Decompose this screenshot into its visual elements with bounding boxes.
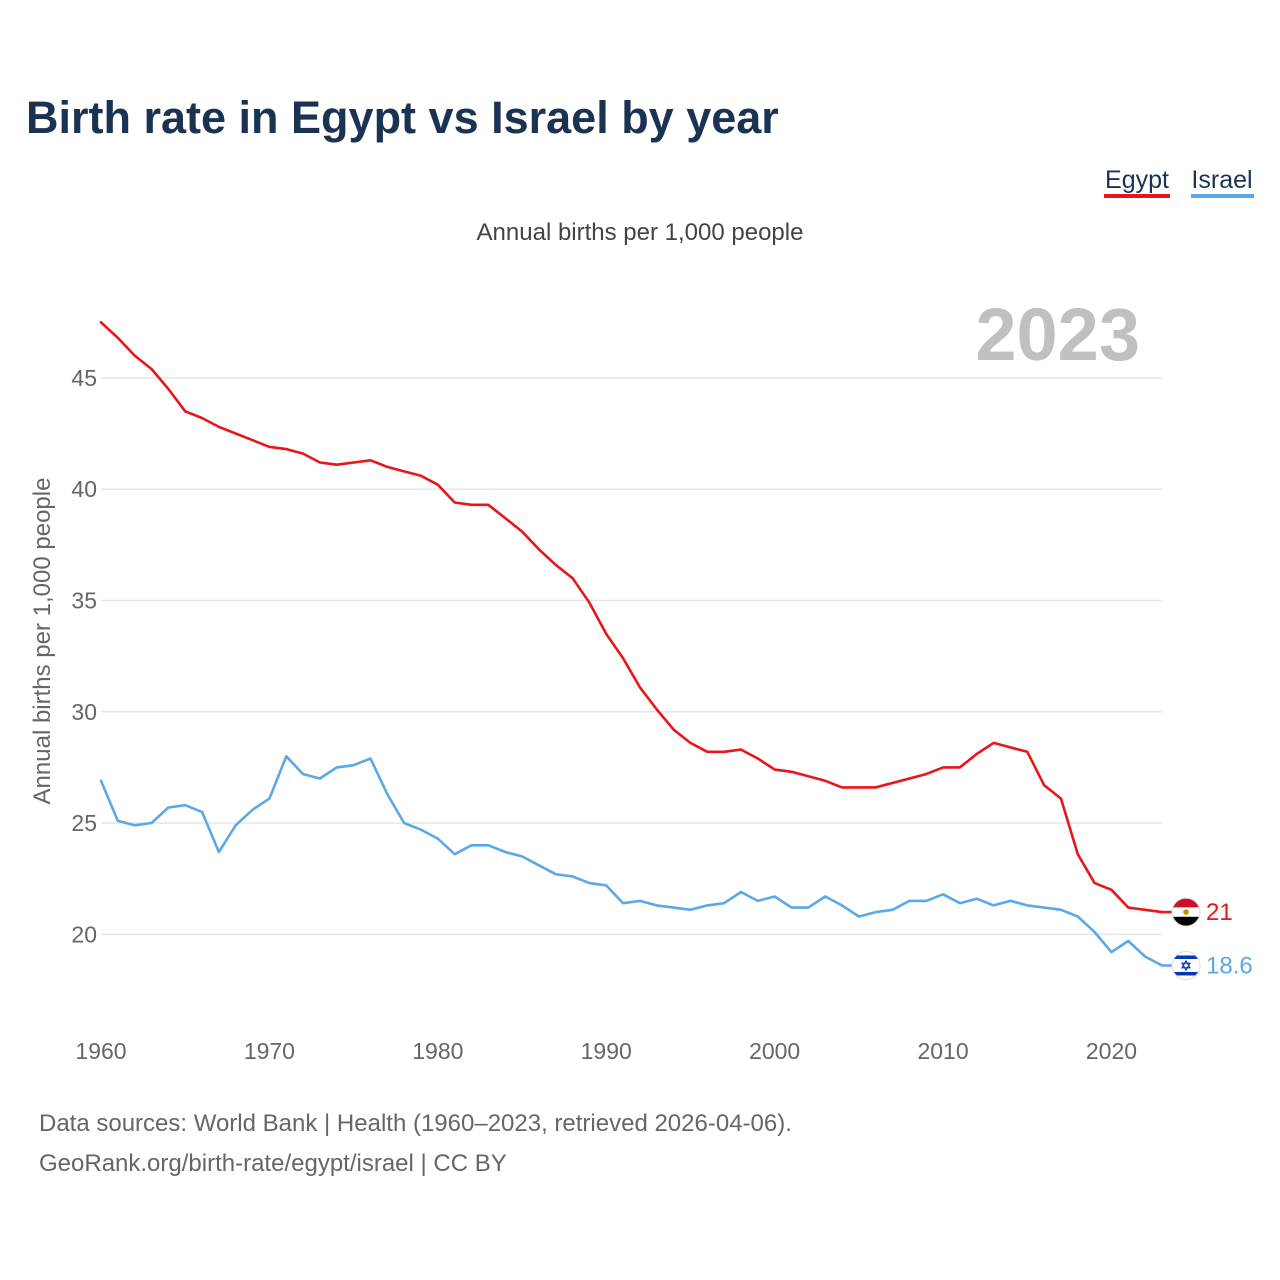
footer-url[interactable]: GeoRank.org/birth-rate/egypt/israel | CC… [39,1150,507,1177]
footer-source: Data sources: World Bank | Health (1960–… [39,1110,792,1137]
y-tick-label: 20 [71,921,97,947]
series-line-israel[interactable] [99,754,1164,967]
x-tick-label: 1960 [75,1038,126,1064]
legend-swatch-israel [1191,194,1254,198]
y-tick-labels: 20 25 30 35 40 45 [71,365,97,947]
series-line-egypt[interactable] [99,320,1164,914]
x-tick-label: 2020 [1086,1038,1137,1064]
legend-item-egypt[interactable]: Egypt [1104,166,1170,198]
x-tick-label: 2010 [917,1038,968,1064]
y-tick-label: 30 [71,699,97,725]
legend-label-egypt: Egypt [1105,166,1169,194]
chart-title: Birth rate in Egypt vs Israel by year [26,92,779,143]
x-tick-label: 1990 [581,1038,632,1064]
flag-egypt-icon [1171,897,1201,927]
x-tick-label: 2000 [749,1038,800,1064]
flag-israel-icon [1171,950,1201,980]
legend-label-israel: Israel [1191,166,1252,194]
y-tick-label: 35 [71,587,97,613]
series [99,320,1164,967]
y-tick-label: 25 [71,810,97,836]
x-tick-label: 1980 [412,1038,463,1064]
x-tick-labels: 1960 1970 1980 1990 2000 2010 2020 [75,1038,1137,1064]
y-tick-label: 45 [71,365,97,391]
gridlines [101,377,1162,936]
end-markers: 21 18.6 [1162,897,1253,980]
year-watermark: 2023 [975,293,1140,376]
y-tick-label: 40 [71,476,97,502]
end-value-label-israel: 18.6 [1206,952,1253,979]
chart-subtitle: Annual births per 1,000 people [477,219,804,246]
legend: Egypt Israel [1104,166,1254,198]
legend-swatch-egypt [1104,194,1170,198]
x-tick-label: 1970 [244,1038,295,1064]
legend-item-israel[interactable]: Israel [1191,166,1254,198]
end-value-label-egypt: 21 [1206,899,1233,926]
y-axis-label: Annual births per 1,000 people [29,478,56,805]
